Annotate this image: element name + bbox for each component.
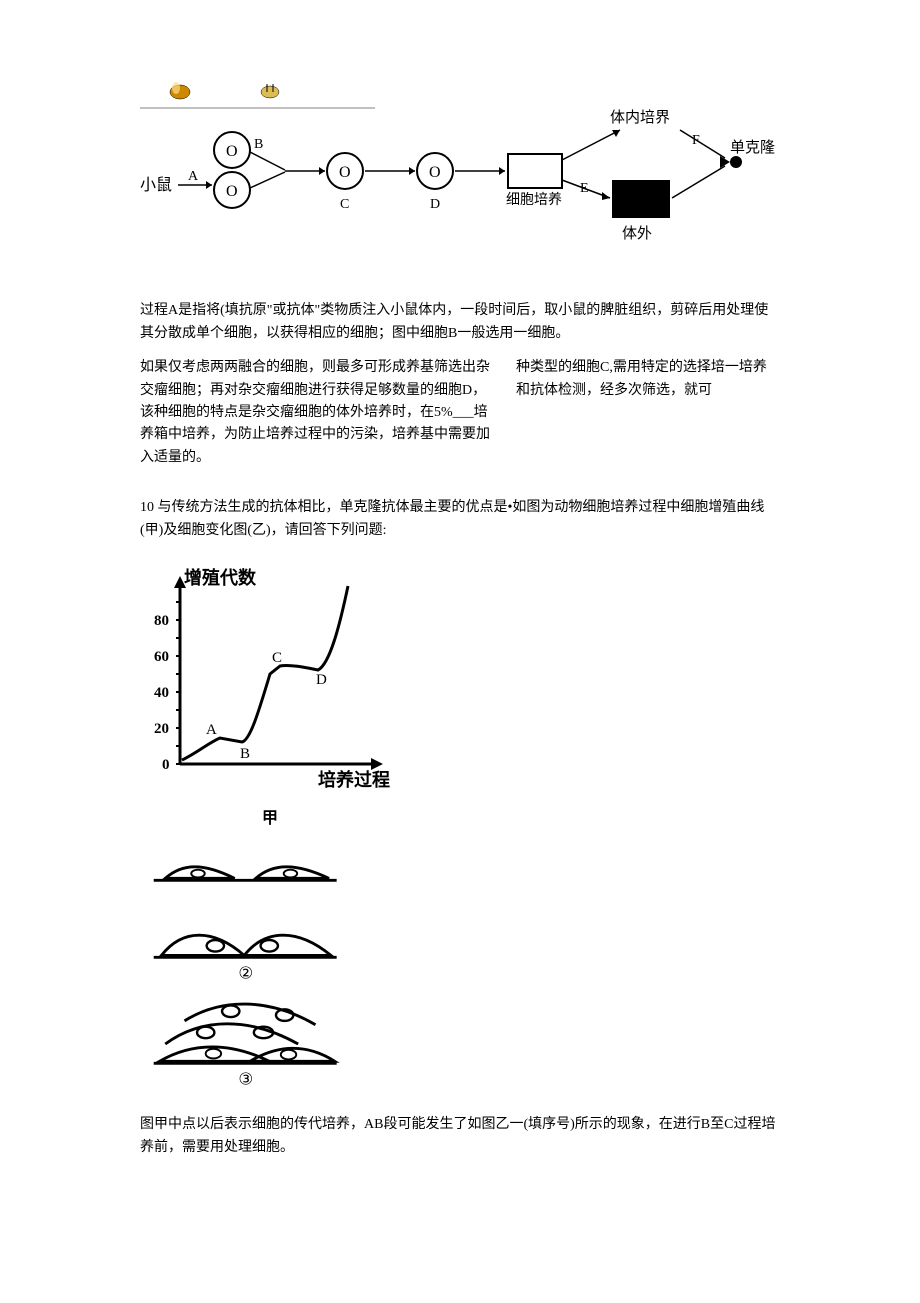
- cell-node: O: [214, 172, 250, 208]
- paragraph-right: 种类型的细胞C,需用特定的选择培一培养和抗体检测，经多次筛选，就可: [516, 357, 772, 469]
- chart-yi: ② ③: [140, 836, 360, 1096]
- yi-label-3: ③: [238, 1069, 253, 1088]
- step-d-label: D: [430, 197, 440, 212]
- point-d-label: D: [316, 672, 327, 688]
- mouse-label: 小鼠: [140, 176, 172, 194]
- svg-text:O: O: [226, 183, 238, 200]
- step-c-label: C: [340, 197, 349, 212]
- svg-text:O: O: [429, 164, 441, 181]
- svg-text:O: O: [226, 143, 238, 160]
- svg-text:20: 20: [154, 721, 169, 737]
- yi-label-2: ②: [238, 963, 253, 982]
- step-f-label: F: [692, 133, 700, 148]
- point-b-label: B: [240, 746, 250, 762]
- endpoint-dot: [730, 156, 742, 168]
- svg-text:40: 40: [154, 685, 169, 701]
- point-c-label: C: [272, 650, 282, 666]
- point-a-label: A: [206, 722, 217, 738]
- yi-panel-2: ②: [154, 935, 337, 982]
- question-10-text: 10 与传统方法生成的抗体相比，单克隆抗体最主要的优点是•如图为动物细胞培养过程…: [140, 497, 780, 542]
- final-paragraph: 图甲中点以后表示细胞的传代培养，AB段可能发生了如图乙一(填序号)所示的现象，在…: [140, 1114, 780, 1159]
- in-vivo-label: 体内培界: [610, 109, 670, 126]
- paragraph-left: 如果仅考虑两两融合的细胞，则最多可形成养基筛选出杂交瘤细胞；再对杂交瘤细胞进行获…: [140, 357, 492, 469]
- cell-node: O: [417, 153, 453, 189]
- svg-text:0: 0: [162, 757, 170, 773]
- chart-jia-caption: 甲: [140, 806, 400, 832]
- x-axis-label: 培养过程: [318, 769, 390, 790]
- in-vitro-label: 体外: [622, 225, 652, 242]
- yi-panel-1: [154, 867, 337, 880]
- svg-text:O: O: [339, 164, 351, 181]
- chart-jia: 增殖代数 培养过程 0 20 40 60 80 A B C D: [140, 564, 400, 794]
- step-b-label: B: [254, 137, 263, 152]
- step-a-label: A: [188, 169, 199, 184]
- bee-icon: [261, 84, 279, 98]
- cell-node: O: [214, 132, 250, 168]
- paragraph-a: 过程A是指将(填抗原"或抗体"类物质注入小鼠体内，一段时间后，取小鼠的脾脏组织，…: [140, 300, 780, 345]
- yi-panel-3: ③: [154, 1004, 337, 1088]
- cell-node: O: [327, 153, 363, 189]
- monoclonal-flow-diagram: 小鼠 A O B O O C O D: [140, 80, 780, 260]
- cell-culture-box: [508, 154, 562, 188]
- svg-text:60: 60: [154, 649, 169, 665]
- black-box: [612, 180, 670, 218]
- svg-text:80: 80: [154, 613, 169, 629]
- cell-culture-label: 细胞培养: [506, 192, 562, 208]
- y-axis-label: 增殖代数: [184, 567, 257, 588]
- monoclonal-label: 单克隆: [730, 139, 775, 156]
- bee-icon: [170, 82, 190, 99]
